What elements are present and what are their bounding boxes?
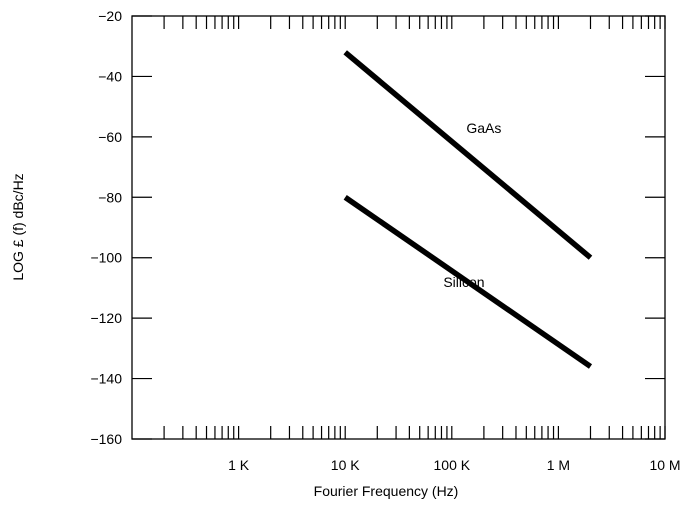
series-line-gaas bbox=[343, 50, 593, 260]
y-tick-label: −160 bbox=[90, 431, 122, 447]
series-label-gaas: GaAs bbox=[466, 120, 501, 136]
x-tick-label: 10 M bbox=[649, 457, 680, 473]
x-tick-label: 1 K bbox=[228, 457, 250, 473]
x-tick-labels: 1 K 10 K 100 K 1 M 10 M bbox=[228, 457, 680, 473]
major-ticks bbox=[132, 15, 666, 440]
x-tick-label: 10 K bbox=[331, 457, 360, 473]
series-labels: GaAs Silicon bbox=[443, 120, 501, 290]
y-tick-label: −40 bbox=[98, 68, 122, 84]
y-axis-label: LOG £ (f) dBc/Hz bbox=[10, 173, 26, 280]
y-tick-label: −20 bbox=[98, 8, 122, 24]
x-tick-label: 100 K bbox=[434, 457, 471, 473]
minor-ticks bbox=[163, 16, 661, 439]
x-tick-label: 1 M bbox=[547, 457, 570, 473]
plot-frame bbox=[131, 15, 666, 440]
series-lines bbox=[343, 50, 593, 369]
series-label-silicon: Silicon bbox=[443, 274, 484, 290]
y-tick-label: −80 bbox=[98, 189, 122, 205]
series-line-silicon bbox=[343, 195, 593, 369]
y-tick-label: −60 bbox=[98, 129, 122, 145]
y-tick-label: −120 bbox=[90, 310, 122, 326]
y-tick-label: −100 bbox=[90, 250, 122, 266]
y-tick-labels: −20 −40 −60 −80 −100 −120 −140 −160 bbox=[90, 8, 122, 447]
x-axis-label: Fourier Frequency (Hz) bbox=[314, 483, 459, 499]
y-tick-label: −140 bbox=[90, 371, 122, 387]
